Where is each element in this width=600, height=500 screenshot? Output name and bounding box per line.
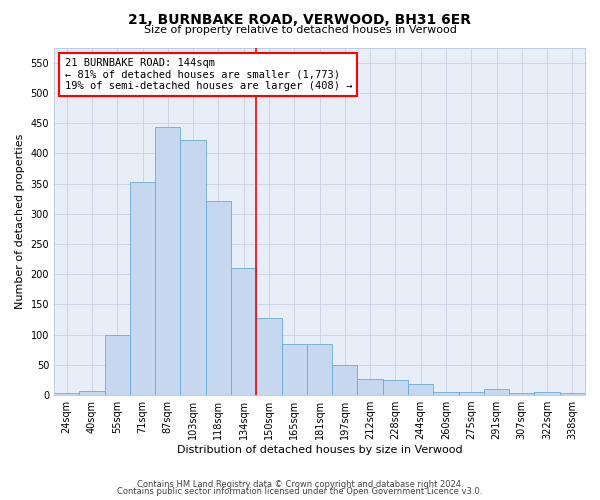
Bar xyxy=(206,201,231,395)
Text: Contains public sector information licensed under the Open Government Licence v3: Contains public sector information licen… xyxy=(118,487,482,496)
Bar xyxy=(54,392,79,395)
Text: Contains HM Land Registry data © Crown copyright and database right 2024.: Contains HM Land Registry data © Crown c… xyxy=(137,480,463,489)
Bar xyxy=(79,391,104,395)
Bar xyxy=(383,380,408,395)
Bar xyxy=(256,318,281,395)
Bar xyxy=(433,392,458,395)
Bar xyxy=(560,394,585,395)
Bar xyxy=(231,268,256,395)
Bar xyxy=(509,392,535,395)
Bar xyxy=(332,366,358,395)
Bar xyxy=(484,389,509,395)
Bar xyxy=(104,334,130,395)
Bar xyxy=(458,392,484,395)
X-axis label: Distribution of detached houses by size in Verwood: Distribution of detached houses by size … xyxy=(177,445,463,455)
Bar xyxy=(307,344,332,395)
Bar xyxy=(181,140,206,395)
Y-axis label: Number of detached properties: Number of detached properties xyxy=(15,134,25,309)
Bar xyxy=(408,384,433,395)
Bar xyxy=(130,182,155,395)
Bar xyxy=(155,126,181,395)
Text: 21, BURNBAKE ROAD, VERWOOD, BH31 6ER: 21, BURNBAKE ROAD, VERWOOD, BH31 6ER xyxy=(128,12,472,26)
Text: Size of property relative to detached houses in Verwood: Size of property relative to detached ho… xyxy=(143,25,457,35)
Bar xyxy=(535,392,560,395)
Bar xyxy=(281,344,307,395)
Bar xyxy=(358,379,383,395)
Text: 21 BURNBAKE ROAD: 144sqm
← 81% of detached houses are smaller (1,773)
19% of sem: 21 BURNBAKE ROAD: 144sqm ← 81% of detach… xyxy=(65,58,352,91)
